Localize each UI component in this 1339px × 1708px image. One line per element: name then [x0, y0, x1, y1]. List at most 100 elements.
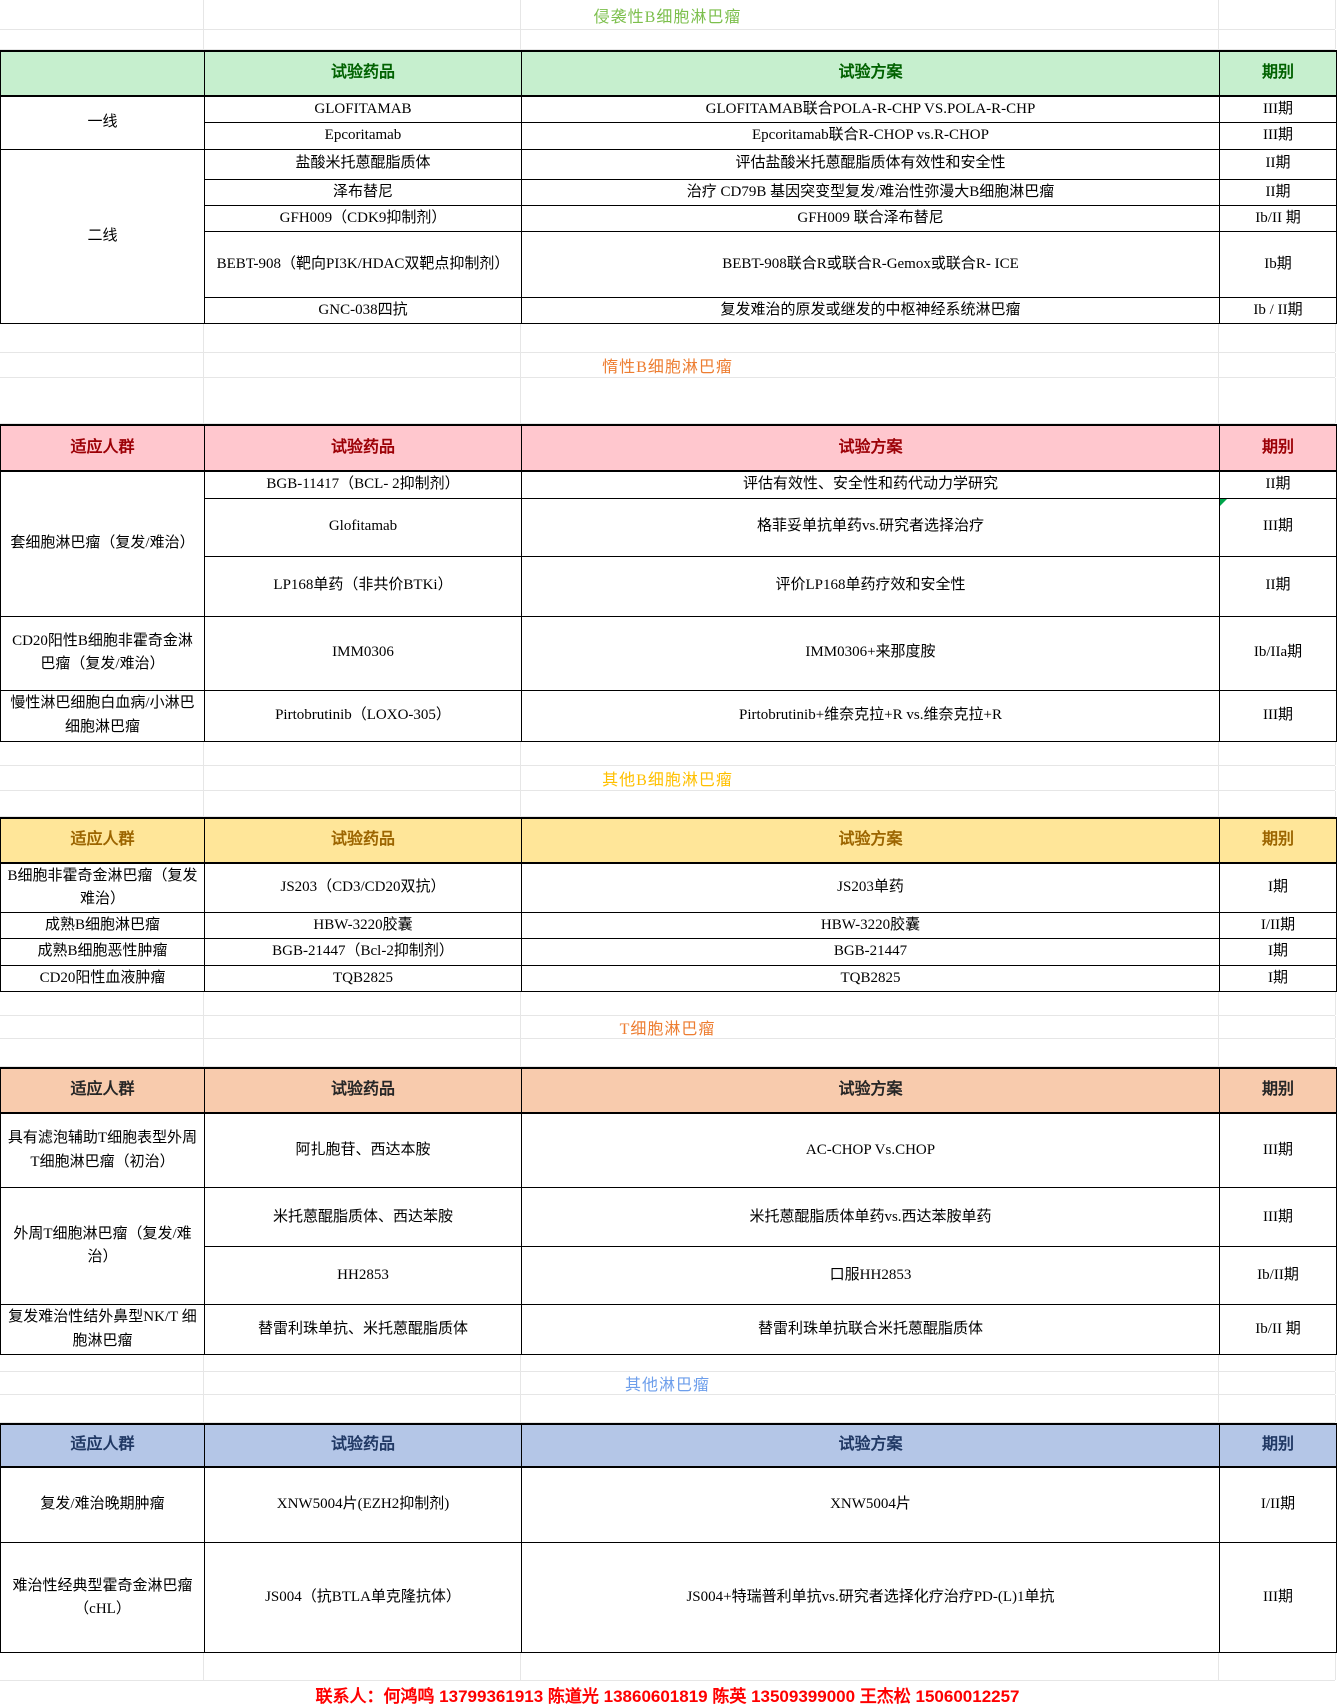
indication-cell[interactable]: 复发/难治晚期肿瘤 [0, 1466, 205, 1544]
header-cell-drug[interactable]: 试验药品 [204, 1422, 522, 1468]
phase-cell[interactable]: III期 [1219, 1187, 1337, 1248]
header-cell-phase[interactable]: 期别 [1219, 816, 1337, 864]
indication-cell[interactable]: 成熟B细胞淋巴瘤 [0, 911, 205, 940]
indication-cell[interactable]: 外周T细胞淋巴瘤（复发/难治） [0, 1187, 205, 1306]
section-title-row[interactable]: T细胞淋巴瘤 [0, 1015, 1336, 1039]
header-cell-indication[interactable]: 适应人群 [0, 1422, 205, 1468]
phase-cell[interactable]: Ib/IIa期 [1219, 615, 1337, 691]
scheme-cell[interactable]: GLOFITAMAB联合POLA-R-CHP VS.POLA-R-CHP [521, 95, 1220, 124]
section-title-row[interactable]: 惰性B细胞淋巴瘤 [0, 353, 1336, 379]
scheme-cell[interactable]: 评估有效性、安全性和药代动力学研究 [521, 470, 1220, 499]
phase-cell[interactable]: I期 [1219, 862, 1337, 913]
scheme-cell[interactable]: TQB2825 [521, 964, 1220, 992]
drug-cell[interactable]: BGB-11417（BCL- 2抑制剂） [204, 470, 522, 499]
drug-cell[interactable]: IMM0306 [204, 615, 522, 691]
scheme-cell[interactable]: 评价LP168单药疗效和安全性 [521, 555, 1220, 617]
header-cell-scheme[interactable]: 试验方案 [521, 1066, 1220, 1114]
phase-cell[interactable]: Ib/II期 [1219, 1246, 1337, 1306]
phase-cell[interactable]: Ib/II 期 [1219, 204, 1337, 233]
phase-cell[interactable]: Ib期 [1219, 231, 1337, 298]
drug-cell[interactable]: BGB-21447（Bcl-2抑制剂） [204, 938, 522, 966]
scheme-cell[interactable]: IMM0306+来那度胺 [521, 615, 1220, 691]
drug-cell[interactable]: Glofitamab [204, 497, 522, 557]
phase-cell[interactable]: I/II期 [1219, 1466, 1337, 1544]
drug-cell[interactable]: JS203（CD3/CD20双抗） [204, 862, 522, 913]
header-cell-indication[interactable] [0, 50, 205, 97]
phase-cell[interactable]: II期 [1219, 178, 1337, 206]
phase-cell[interactable]: III期 [1219, 1112, 1337, 1189]
indication-cell[interactable]: B细胞非霍奇金淋巴瘤（复发难治） [0, 862, 205, 913]
header-cell-phase[interactable]: 期别 [1219, 50, 1337, 97]
drug-cell[interactable]: XNW5004片(EZH2抑制剂) [204, 1466, 522, 1544]
drug-cell[interactable]: 泽布替尼 [204, 178, 522, 206]
scheme-cell[interactable]: 复发难治的原发或继发的中枢神经系统淋巴瘤 [521, 296, 1220, 325]
phase-cell[interactable]: Ib / II期 [1219, 296, 1337, 325]
header-cell-indication[interactable]: 适应人群 [0, 1066, 205, 1114]
scheme-cell[interactable]: 评估盐酸米托蒽醌脂质体有效性和安全性 [521, 148, 1220, 180]
header-cell-scheme[interactable]: 试验方案 [521, 50, 1220, 97]
drug-cell[interactable]: LP168单药（非共价BTKi） [204, 555, 522, 617]
header-cell-drug[interactable]: 试验药品 [204, 424, 522, 473]
drug-cell[interactable]: 盐酸米托蒽醌脂质体 [204, 148, 522, 180]
indication-cell[interactable]: 难治性经典型霍奇金淋巴瘤（cHL） [0, 1542, 205, 1654]
scheme-cell[interactable]: XNW5004片 [521, 1466, 1220, 1544]
phase-cell[interactable]: II期 [1219, 148, 1337, 180]
scheme-cell[interactable]: JS004+特瑞普利单抗vs.研究者选择化疗治疗PD-(L)1单抗 [521, 1542, 1220, 1654]
header-cell-indication[interactable]: 适应人群 [0, 424, 205, 473]
phase-cell[interactable]: III期 [1219, 689, 1337, 742]
header-cell-drug[interactable]: 试验药品 [204, 816, 522, 864]
phase-cell[interactable]: II期 [1219, 470, 1337, 499]
phase-cell[interactable]: Ib/II 期 [1219, 1304, 1337, 1355]
section-title-row[interactable]: 其他B细胞淋巴瘤 [0, 765, 1336, 791]
indication-cell[interactable]: 一线 [0, 95, 205, 150]
drug-cell[interactable]: 米托蒽醌脂质体、西达苯胺 [204, 1187, 522, 1248]
indication-cell[interactable]: CD20阳性B细胞非霍奇金淋巴瘤（复发/难治） [0, 615, 205, 691]
drug-cell[interactable]: GNC-038四抗 [204, 296, 522, 325]
header-cell-scheme[interactable]: 试验方案 [521, 816, 1220, 864]
scheme-cell[interactable]: 格菲妥单抗单药vs.研究者选择治疗 [521, 497, 1220, 557]
scheme-cell[interactable]: AC-CHOP Vs.CHOP [521, 1112, 1220, 1189]
scheme-cell[interactable]: 治疗 CD79B 基因突变型复发/难治性弥漫大B细胞淋巴瘤 [521, 178, 1220, 206]
scheme-cell[interactable]: BEBT-908联合R或联合R-Gemox或联合R- ICE [521, 231, 1220, 298]
indication-cell[interactable]: CD20阳性血液肿瘤 [0, 964, 205, 992]
scheme-cell[interactable]: 米托蒽醌脂质体单药vs.西达苯胺单药 [521, 1187, 1220, 1248]
phase-cell[interactable]: III期 [1219, 1542, 1337, 1654]
section-title-row[interactable]: 侵袭性B细胞淋巴瘤 [0, 0, 1336, 30]
section-title-row[interactable]: 其他淋巴瘤 [0, 1371, 1336, 1395]
drug-cell[interactable]: BEBT-908（靶向PI3K/HDAC双靶点抑制剂） [204, 231, 522, 298]
header-cell-scheme[interactable]: 试验方案 [521, 1422, 1220, 1468]
drug-cell[interactable]: 阿扎胞苷、西达本胺 [204, 1112, 522, 1189]
header-cell-phase[interactable]: 期别 [1219, 1422, 1337, 1468]
drug-cell[interactable]: GLOFITAMAB [204, 95, 522, 124]
drug-cell[interactable]: HBW-3220胶囊 [204, 911, 522, 940]
scheme-cell[interactable]: JS203单药 [521, 862, 1220, 913]
scheme-cell[interactable]: GFH009 联合泽布替尼 [521, 204, 1220, 233]
indication-cell[interactable]: 复发难治性结外鼻型NK/T 细胞淋巴瘤 [0, 1304, 205, 1355]
drug-cell[interactable]: JS004（抗BTLA单克隆抗体） [204, 1542, 522, 1654]
drug-cell[interactable]: HH2853 [204, 1246, 522, 1306]
phase-cell[interactable]: III期 [1219, 95, 1337, 124]
header-cell-indication[interactable]: 适应人群 [0, 816, 205, 864]
header-cell-scheme[interactable]: 试验方案 [521, 424, 1220, 473]
indication-cell[interactable]: 成熟B细胞恶性肿瘤 [0, 938, 205, 966]
drug-cell[interactable]: 替雷利珠单抗、米托蒽醌脂质体 [204, 1304, 522, 1355]
indication-cell[interactable]: 套细胞淋巴瘤（复发/难治） [0, 470, 205, 617]
drug-cell[interactable]: TQB2825 [204, 964, 522, 992]
scheme-cell[interactable]: 替雷利珠单抗联合米托蒽醌脂质体 [521, 1304, 1220, 1355]
phase-cell[interactable]: III期 [1219, 497, 1337, 557]
scheme-cell[interactable]: HBW-3220胶囊 [521, 911, 1220, 940]
header-cell-phase[interactable]: 期别 [1219, 424, 1337, 473]
header-cell-phase[interactable]: 期别 [1219, 1066, 1337, 1114]
scheme-cell[interactable]: BGB-21447 [521, 938, 1220, 966]
phase-cell[interactable]: I期 [1219, 964, 1337, 992]
indication-cell[interactable]: 慢性淋巴细胞白血病/小淋巴细胞淋巴瘤 [0, 689, 205, 742]
drug-cell[interactable]: GFH009（CDK9抑制剂） [204, 204, 522, 233]
indication-cell[interactable]: 二线 [0, 148, 205, 325]
drug-cell[interactable]: Pirtobrutinib（LOXO-305） [204, 689, 522, 742]
phase-cell[interactable]: I/II期 [1219, 911, 1337, 940]
indication-cell[interactable]: 具有滤泡辅助T细胞表型外周T细胞淋巴瘤（初治） [0, 1112, 205, 1189]
drug-cell[interactable]: Epcoritamab [204, 122, 522, 150]
header-cell-drug[interactable]: 试验药品 [204, 50, 522, 97]
phase-cell[interactable]: III期 [1219, 122, 1337, 150]
scheme-cell[interactable]: 口服HH2853 [521, 1246, 1220, 1306]
